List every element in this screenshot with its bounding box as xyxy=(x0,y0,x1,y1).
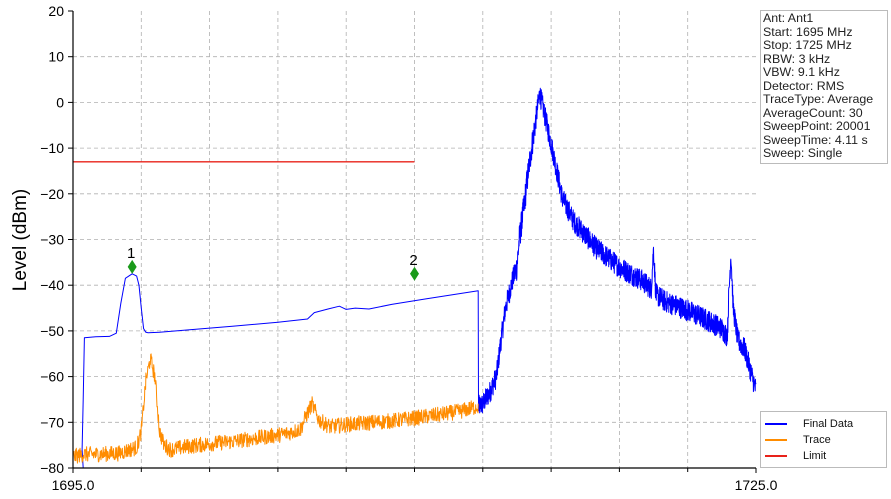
y-tick-label: −30 xyxy=(40,232,64,248)
marker-1 xyxy=(127,259,137,274)
x-tick-label: 1725.0 xyxy=(735,477,778,493)
info-start: Start: 1695 MHz xyxy=(763,24,853,39)
legend-swatch-trace xyxy=(765,439,787,441)
y-tick-label: 10 xyxy=(48,49,64,65)
legend-label-final-data: Final Data xyxy=(803,418,854,430)
marker-2 xyxy=(410,266,419,281)
x-tick-label: 1695.0 xyxy=(52,477,95,493)
y-axis-label: Level (dBm) xyxy=(10,189,31,291)
marker-label-2: 2 xyxy=(409,252,417,269)
y-tick-label: −70 xyxy=(40,414,64,430)
grid-lines xyxy=(73,11,756,468)
y-tick-label: −40 xyxy=(40,277,64,293)
legend-item-final-data: Final Data xyxy=(765,417,853,431)
legend-item-trace: Trace xyxy=(765,433,831,447)
info-trace-type: TraceType: Average xyxy=(763,92,874,106)
y-tick-label: −10 xyxy=(40,140,64,156)
chart-legend: Final Data Trace Limit xyxy=(760,411,887,468)
info-average-count: AverageCount: 30 xyxy=(763,105,863,120)
y-tick-label: −80 xyxy=(40,460,64,476)
info-rbw: RBW: 3 kHz xyxy=(763,51,831,66)
y-tick-label: 20 xyxy=(48,3,64,19)
info-sweep-time: SweepTime: 4.11 s xyxy=(763,132,868,147)
legend-swatch-final-data xyxy=(765,423,787,425)
legend-label-trace: Trace xyxy=(803,434,831,446)
y-tick-label: 0 xyxy=(56,94,64,110)
info-detector: Detector: RMS xyxy=(763,78,845,93)
legend-label-limit: Limit xyxy=(803,450,827,462)
info-ant: Ant: Ant1 xyxy=(763,11,814,25)
y-tick-label: −60 xyxy=(40,369,64,385)
marker-label-1: 1 xyxy=(127,245,135,262)
y-tick-label: −50 xyxy=(40,323,64,339)
legend-item-limit: Limit xyxy=(765,449,826,463)
y-tick-label: −20 xyxy=(40,186,64,202)
info-vbw: VBW: 9.1 kHz xyxy=(763,65,840,79)
measurement-info-panel: Ant: Ant1 Start: 1695 MHz Stop: 1725 MHz… xyxy=(760,10,888,164)
series-line-final-data xyxy=(81,87,757,469)
info-stop: Stop: 1725 MHz xyxy=(763,38,852,52)
series-line-trace xyxy=(72,353,479,464)
info-sweep-point: SweepPoint: 20001 xyxy=(763,119,871,133)
info-sweep: Sweep: Single xyxy=(763,146,843,160)
legend-swatch-limit xyxy=(765,455,787,457)
